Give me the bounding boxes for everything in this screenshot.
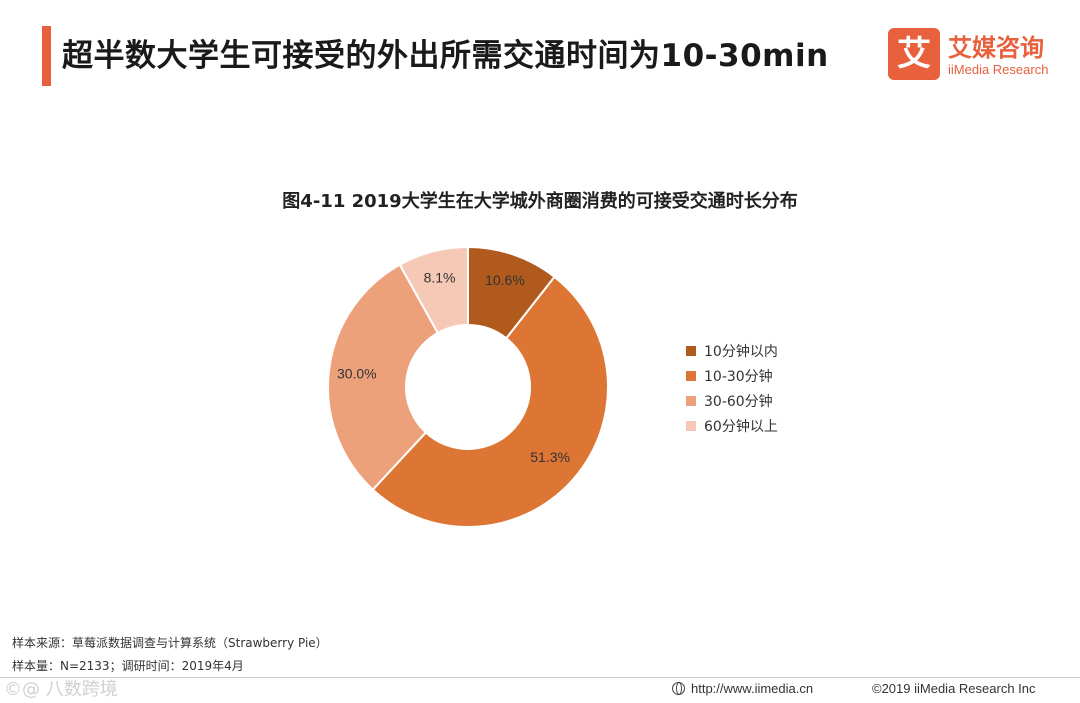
slice-label-0: 10.6% bbox=[485, 272, 525, 288]
donut-slice-1 bbox=[371, 275, 610, 528]
donut-slice-3 bbox=[398, 245, 469, 335]
title-accent-bar bbox=[42, 26, 51, 86]
legend-swatch-0 bbox=[686, 345, 696, 356]
chart-legend: 10分钟以内 10-30分钟 30-60分钟 60分钟以上 bbox=[686, 338, 778, 438]
legend-label: 60分钟以上 bbox=[704, 418, 778, 435]
slice-label-2: 30.0% bbox=[337, 366, 377, 382]
legend-item: 60分钟以上 bbox=[686, 413, 778, 438]
slice-label-3: 8.1% bbox=[424, 270, 456, 286]
footer-url[interactable]: http://www.iimedia.cn bbox=[672, 681, 813, 696]
slice-label-1: 51.3% bbox=[530, 449, 570, 465]
legend-swatch-1 bbox=[686, 370, 696, 381]
footnote-source: 样本来源：草莓派数据调查与计算系统（Strawberry Pie） bbox=[12, 636, 328, 650]
logo-mark-icon: 艾 bbox=[888, 28, 940, 80]
page-title: 超半数大学生可接受的外出所需交通时间为10-30min bbox=[62, 38, 829, 74]
chart-title: 图4-11 2019大学生在大学城外商圈消费的可接受交通时长分布 bbox=[282, 191, 798, 212]
donut-slice-2 bbox=[327, 263, 440, 492]
globe-icon bbox=[672, 682, 685, 695]
logo-name-cn: 艾媒咨询 bbox=[948, 34, 1044, 62]
footnote-sample: 样本量：N=2133；调研时间：2019年4月 bbox=[12, 659, 244, 673]
footer-divider bbox=[0, 677, 1080, 678]
logo-name-en: iiMedia Research bbox=[948, 62, 1049, 77]
legend-item: 10分钟以内 bbox=[686, 338, 778, 363]
legend-swatch-3 bbox=[686, 420, 696, 431]
footer-url-text[interactable]: http://www.iimedia.cn bbox=[691, 681, 814, 696]
legend-swatch-2 bbox=[686, 395, 696, 406]
legend-label: 30-60分钟 bbox=[704, 393, 773, 410]
legend-label: 10分钟以内 bbox=[704, 343, 778, 360]
legend-item: 10-30分钟 bbox=[686, 363, 778, 388]
legend-item: 30-60分钟 bbox=[686, 388, 778, 413]
iimedia-logo: 艾 艾媒咨询 iiMedia Research bbox=[888, 28, 1068, 84]
watermark: ©@ 八数跨境 bbox=[4, 679, 118, 700]
legend-label: 10-30分钟 bbox=[704, 368, 773, 385]
footer-copyright: ©2019 iiMedia Research Inc bbox=[872, 681, 1036, 696]
